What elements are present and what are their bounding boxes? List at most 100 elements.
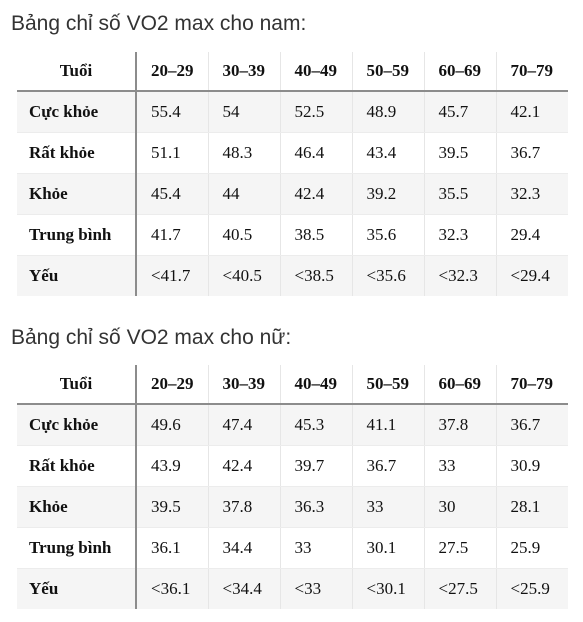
table-cell: 37.8 [208, 486, 281, 528]
row-label: Trung bình [17, 214, 137, 256]
table-cell: 39.5 [136, 486, 209, 528]
table-cell: 30 [424, 486, 497, 528]
table-row: Yếu <36.1 <34.4 <33 <30.1 <27.5 <25.9 [17, 568, 568, 609]
row-label: Yếu [17, 255, 137, 296]
table-cell: <41.7 [136, 255, 209, 296]
table-cell: 29.4 [496, 214, 568, 256]
table-cell: 35.6 [352, 214, 425, 256]
table-header-row: Tuổi 20–29 30–39 40–49 50–59 60–69 70–79 [17, 52, 568, 92]
table-cell: 47.4 [208, 404, 281, 446]
column-header: 20–29 [136, 52, 209, 92]
row-label: Cực khỏe [17, 404, 137, 446]
table-cell: 41.7 [136, 214, 209, 256]
table-cell: <30.1 [352, 568, 425, 609]
table-cell: 44 [208, 173, 281, 215]
table-cell: 54 [208, 91, 281, 133]
table-cell: 28.1 [496, 486, 568, 528]
age-header: Tuổi [17, 52, 137, 92]
table-cell: 36.3 [280, 486, 353, 528]
table-cell: 43.4 [352, 132, 425, 174]
table-cell: 25.9 [496, 527, 568, 569]
table-cell: 30.9 [496, 445, 568, 487]
table-cell: 33 [352, 486, 425, 528]
table-cell: 49.6 [136, 404, 209, 446]
column-header: 60–69 [424, 52, 497, 92]
vo2max-men-table: Tuổi 20–29 30–39 40–49 50–59 60–69 70–79… [17, 52, 568, 296]
table-cell: 35.5 [424, 173, 497, 215]
table-cell: 40.5 [208, 214, 281, 256]
table-cell: <27.5 [424, 568, 497, 609]
table-row: Cực khỏe 49.6 47.4 45.3 41.1 37.8 36.7 [17, 404, 568, 446]
column-header: 30–39 [208, 52, 281, 92]
column-header: 40–49 [280, 365, 353, 405]
row-label: Khỏe [17, 173, 137, 215]
row-label: Yếu [17, 568, 137, 609]
column-header: 30–39 [208, 365, 281, 405]
column-header: 70–79 [496, 52, 568, 92]
table-cell: 38.5 [280, 214, 353, 256]
table-cell: 41.1 [352, 404, 425, 446]
women-table-title: Bảng chỉ số VO2 max cho nữ: [11, 326, 292, 349]
column-header: 50–59 [352, 52, 425, 92]
row-label: Trung bình [17, 527, 137, 569]
table-cell: 36.7 [352, 445, 425, 487]
table-row: Khỏe 39.5 37.8 36.3 33 30 28.1 [17, 486, 568, 528]
table-cell: 45.3 [280, 404, 353, 446]
column-header: 60–69 [424, 365, 497, 405]
table-cell: 55.4 [136, 91, 209, 133]
column-header: 50–59 [352, 365, 425, 405]
table-row: Trung bình 36.1 34.4 33 30.1 27.5 25.9 [17, 527, 568, 569]
table-cell: 52.5 [280, 91, 353, 133]
table-cell: 27.5 [424, 527, 497, 569]
table-cell: 45.4 [136, 173, 209, 215]
column-header: 40–49 [280, 52, 353, 92]
table-cell: 39.2 [352, 173, 425, 215]
table-cell: 32.3 [424, 214, 497, 256]
column-header: 20–29 [136, 365, 209, 405]
table-row: Rất khỏe 43.9 42.4 39.7 36.7 33 30.9 [17, 445, 568, 487]
table-cell: 43.9 [136, 445, 209, 487]
table-cell: <34.4 [208, 568, 281, 609]
table-row: Cực khỏe 55.4 54 52.5 48.9 45.7 42.1 [17, 91, 568, 133]
row-label: Cực khỏe [17, 91, 137, 133]
table-cell: <25.9 [496, 568, 568, 609]
table-cell: <29.4 [496, 255, 568, 296]
table-cell: 42.1 [496, 91, 568, 133]
table-cell: 48.9 [352, 91, 425, 133]
table-row: Yếu <41.7 <40.5 <38.5 <35.6 <32.3 <29.4 [17, 255, 568, 296]
table-row: Rất khỏe 51.1 48.3 46.4 43.4 39.5 36.7 [17, 132, 568, 174]
table-cell: 45.7 [424, 91, 497, 133]
table-cell: 46.4 [280, 132, 353, 174]
table-cell: 39.5 [424, 132, 497, 174]
table-row: Khỏe 45.4 44 42.4 39.2 35.5 32.3 [17, 173, 568, 215]
table-cell: 42.4 [208, 445, 281, 487]
table-cell: 32.3 [496, 173, 568, 215]
table-cell: <38.5 [280, 255, 353, 296]
row-label: Rất khỏe [17, 132, 137, 174]
table-row: Trung bình 41.7 40.5 38.5 35.6 32.3 29.4 [17, 214, 568, 256]
table-cell: 33 [424, 445, 497, 487]
table-cell: <35.6 [352, 255, 425, 296]
table-cell: <33 [280, 568, 353, 609]
table-cell: 36.1 [136, 527, 209, 569]
table-cell: 36.7 [496, 132, 568, 174]
table-cell: 30.1 [352, 527, 425, 569]
vo2max-women-table: Tuổi 20–29 30–39 40–49 50–59 60–69 70–79… [17, 365, 568, 609]
row-label: Khỏe [17, 486, 137, 528]
table-cell: 33 [280, 527, 353, 569]
table-cell: 48.3 [208, 132, 281, 174]
column-header: 70–79 [496, 365, 568, 405]
table-header-row: Tuổi 20–29 30–39 40–49 50–59 60–69 70–79 [17, 365, 568, 405]
table-cell: 37.8 [424, 404, 497, 446]
row-label: Rất khỏe [17, 445, 137, 487]
table-cell: 36.7 [496, 404, 568, 446]
table-cell: 39.7 [280, 445, 353, 487]
table-cell: <40.5 [208, 255, 281, 296]
table-cell: <36.1 [136, 568, 209, 609]
table-cell: 34.4 [208, 527, 281, 569]
table-cell: 51.1 [136, 132, 209, 174]
table-cell: <32.3 [424, 255, 497, 296]
men-table-title: Bảng chỉ số VO2 max cho nam: [11, 12, 307, 35]
table-cell: 42.4 [280, 173, 353, 215]
age-header: Tuổi [17, 365, 137, 405]
